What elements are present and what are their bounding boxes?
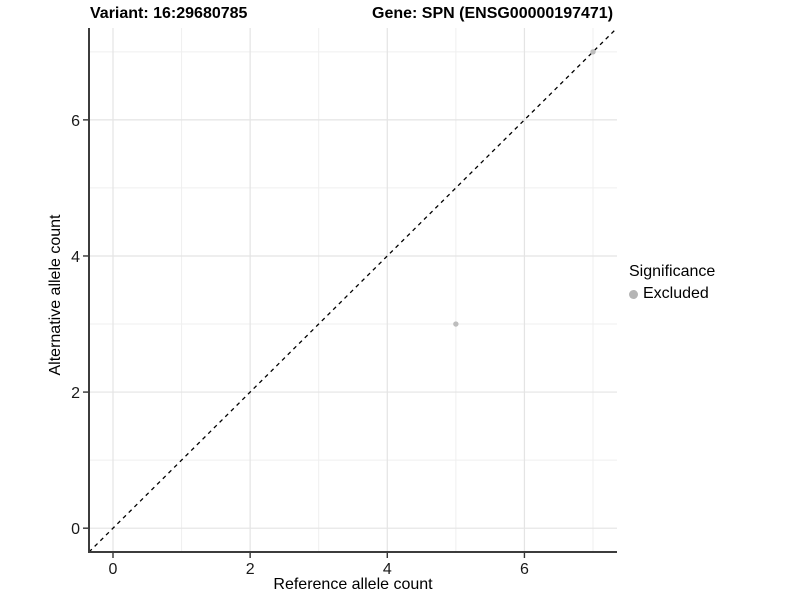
data-point (590, 49, 596, 55)
data-point (453, 321, 459, 327)
y-tick-label: 2 (71, 385, 80, 402)
legend-item-excluded: Excluded (629, 285, 715, 303)
legend-item-label: Excluded (643, 285, 709, 302)
x-tick-label: 0 (109, 561, 118, 578)
x-tick-label: 2 (246, 561, 255, 578)
y-tick-label: 6 (71, 113, 80, 130)
gene-title: Gene: SPN (ENSG00000197471) (372, 5, 614, 22)
x-tick-label: 6 (520, 561, 529, 578)
x-tick-label: 4 (383, 561, 392, 578)
legend-title: Significance (629, 263, 716, 280)
y-tick-label: 0 (71, 521, 80, 538)
y-tick-label: 4 (71, 249, 80, 266)
x-axis-title: Reference allele count (273, 576, 433, 593)
identity-dashed-line (88, 27, 618, 553)
variant-title: Variant: 16:29680785 (90, 5, 248, 22)
legend-point-icon (629, 289, 638, 299)
legend: Significance Excluded (629, 263, 715, 303)
